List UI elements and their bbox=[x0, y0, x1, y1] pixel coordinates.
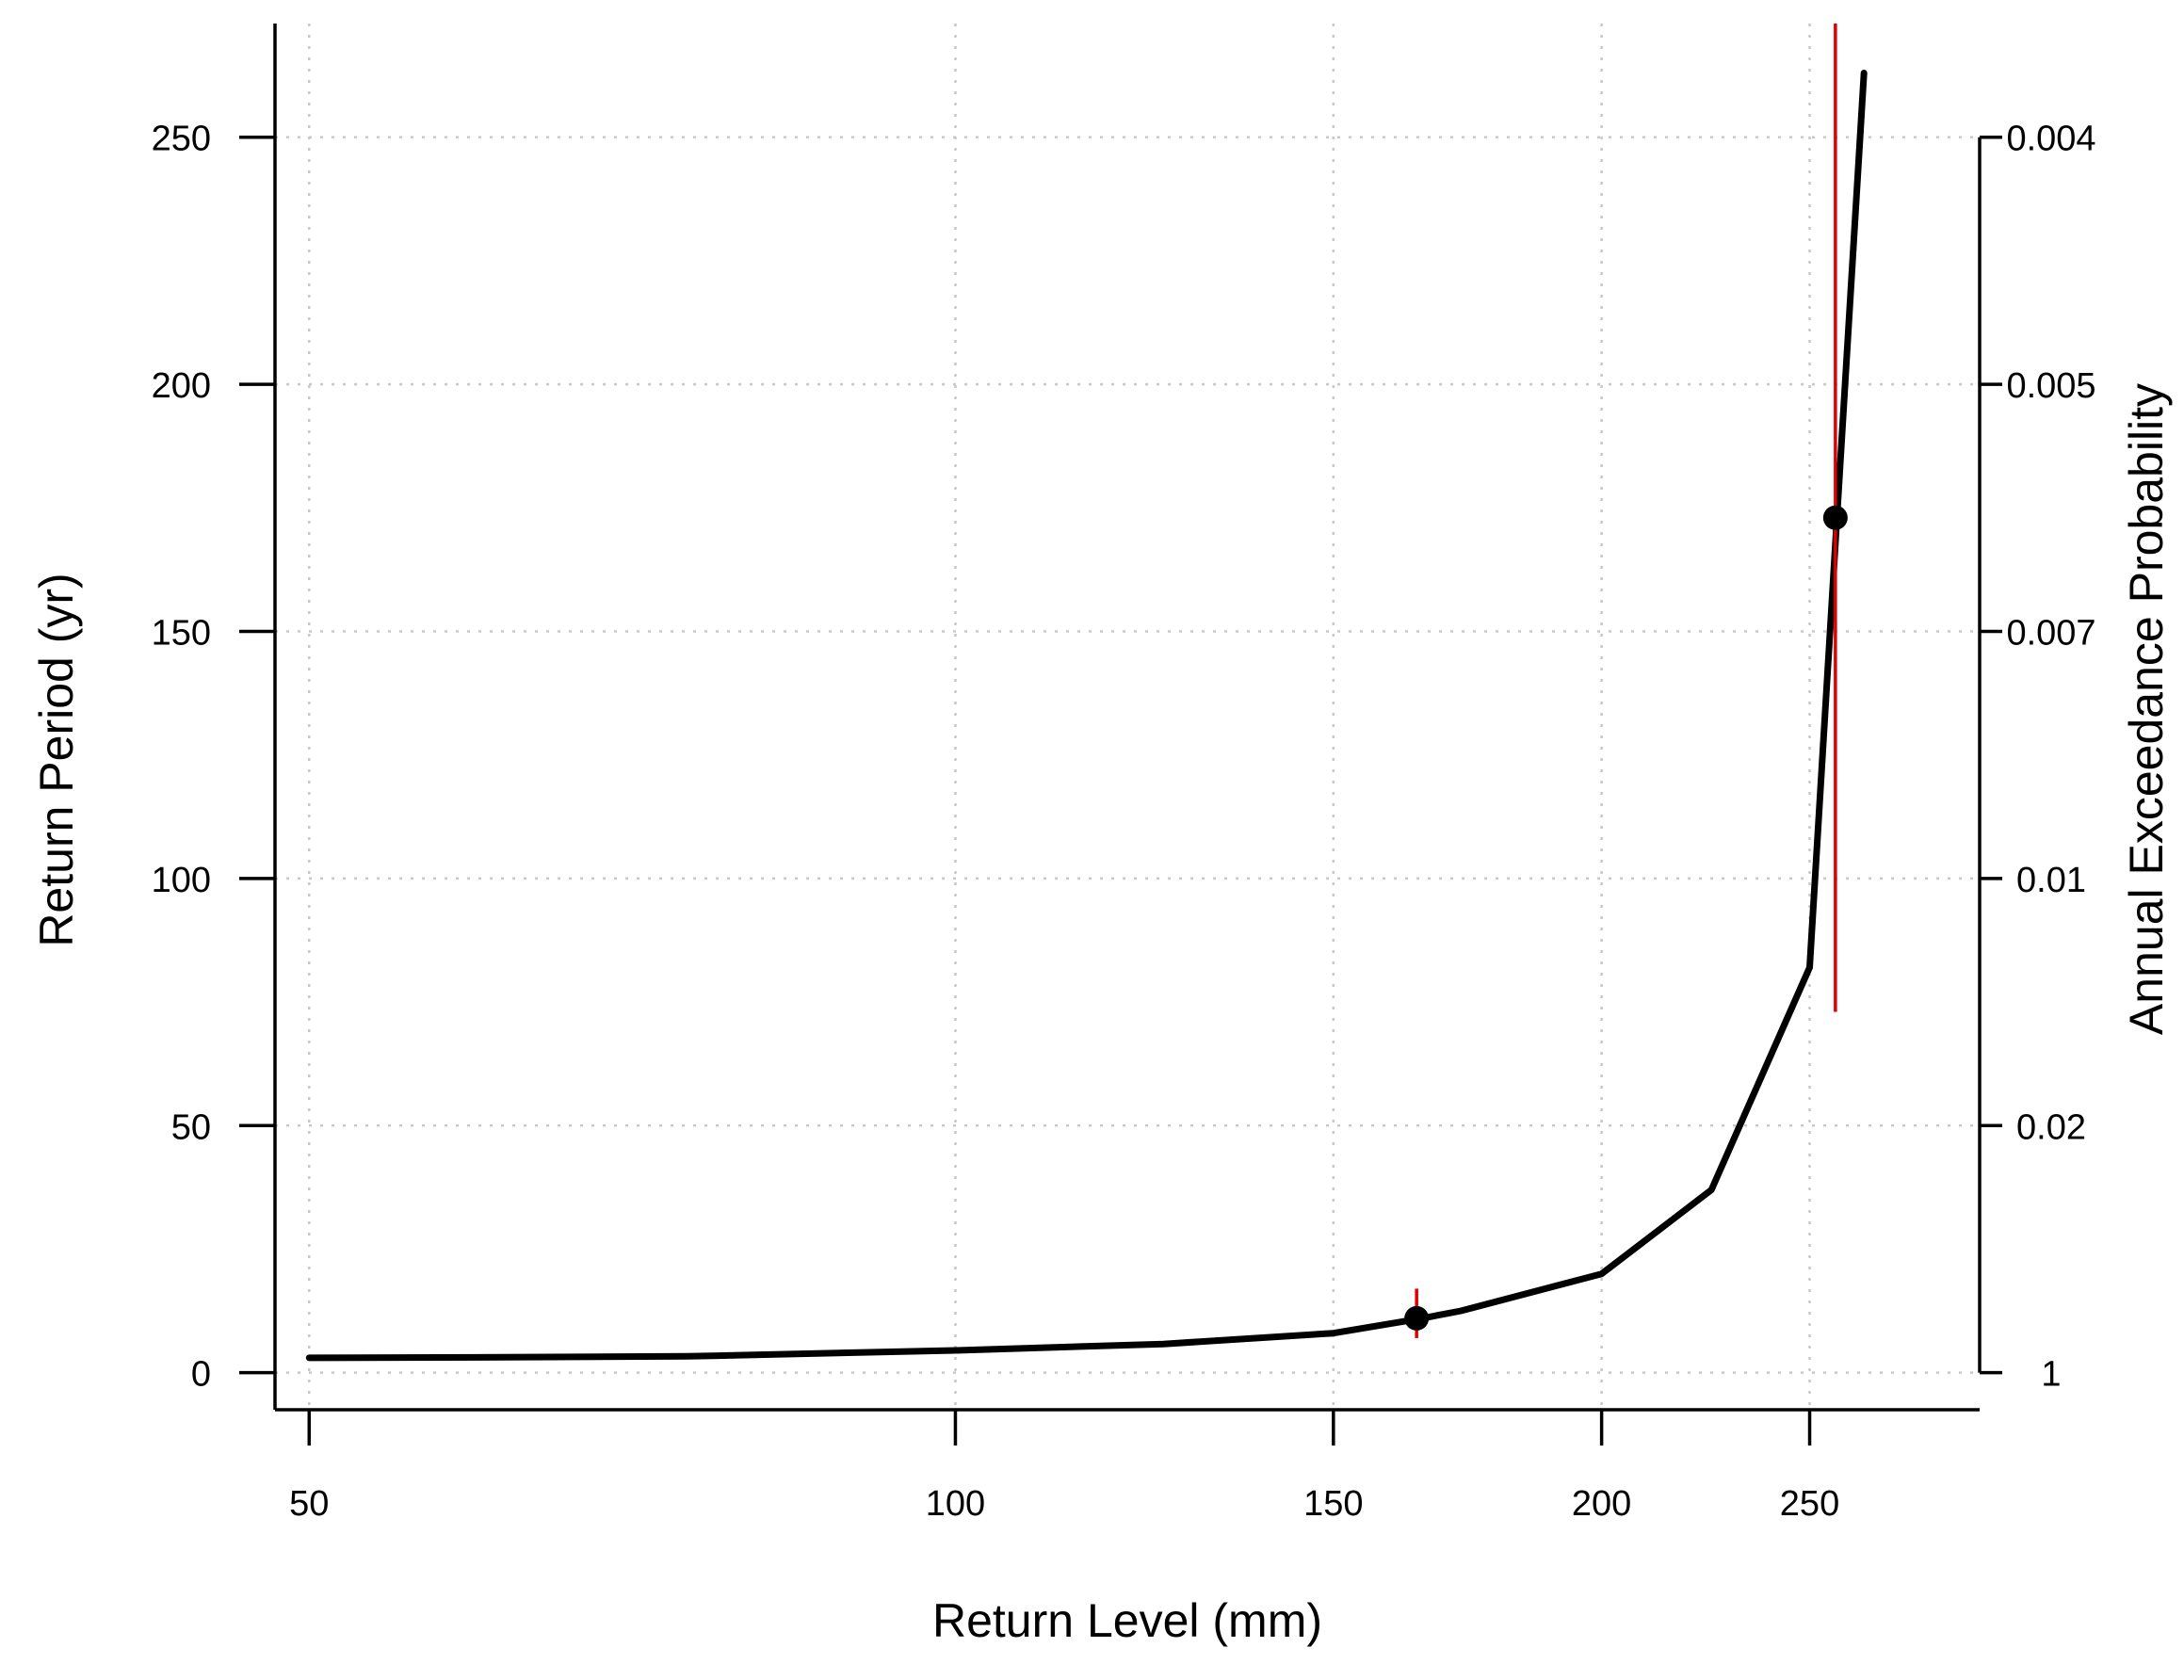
y2-tick-label: 0.004 bbox=[2006, 120, 2095, 159]
series-layer bbox=[305, 70, 1868, 1362]
y2-tick-label: 0.02 bbox=[2016, 1107, 2086, 1147]
y-axis-title: Return Period (yr) bbox=[30, 573, 83, 946]
x-axis-title: Return Level (mm) bbox=[932, 1594, 1322, 1647]
x-tick-label: 50 bbox=[289, 1484, 329, 1524]
data-point bbox=[1822, 505, 1848, 530]
x-tick-label: 100 bbox=[926, 1484, 985, 1524]
return-level-curve bbox=[305, 70, 1868, 1362]
x-tick-label: 250 bbox=[1780, 1484, 1839, 1524]
tick-labels: 50 100 150 200 250 0 50 100 150 200 250 0.004 0.005 0… bbox=[152, 120, 2096, 1524]
y-tick-label: 100 bbox=[152, 861, 211, 900]
y2-axis-title: Annual Exceedance Probability bbox=[2120, 383, 2173, 1035]
y-tick-label: 0 bbox=[191, 1355, 211, 1395]
y2-tick-label: 0.007 bbox=[2006, 613, 2095, 653]
data-point bbox=[1404, 1305, 1430, 1331]
grid-lines bbox=[275, 24, 1980, 1410]
y-tick-label: 200 bbox=[152, 366, 211, 406]
axes bbox=[239, 24, 2002, 1446]
y2-tick-label: 0.005 bbox=[2006, 366, 2095, 406]
y2-tick-label: 0.01 bbox=[2016, 861, 2086, 900]
y2-tick-label: 1 bbox=[2041, 1355, 2061, 1395]
points-layer bbox=[1404, 24, 1848, 1338]
y-tick-label: 50 bbox=[171, 1107, 211, 1147]
y-tick-label: 250 bbox=[152, 120, 211, 159]
x-tick-label: 150 bbox=[1303, 1484, 1363, 1524]
y-tick-label: 150 bbox=[152, 613, 211, 653]
x-tick-label: 200 bbox=[1572, 1484, 1631, 1524]
